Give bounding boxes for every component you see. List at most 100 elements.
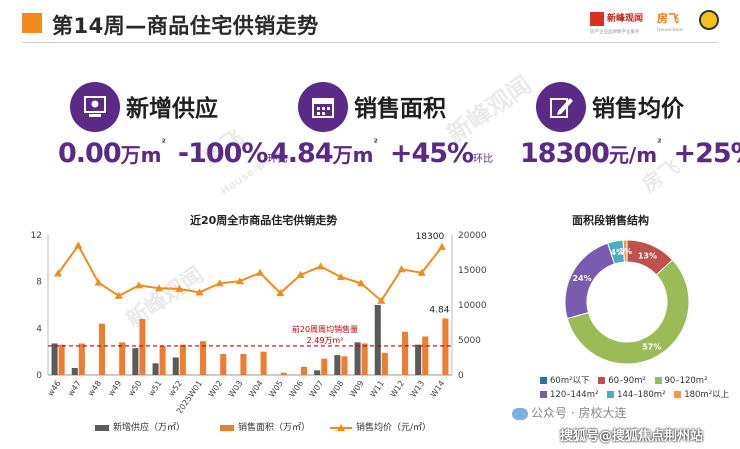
kpi-avg-price: 销售均价 18300元/m²+25%环比 <box>520 82 740 182</box>
donut-slice-label: 13% <box>638 251 657 260</box>
supply-bar <box>71 368 78 375</box>
legend-supply: 新增供应（万㎡） <box>95 420 185 433</box>
donut-slice-label: 24% <box>572 274 591 283</box>
kpi-sales-area: 销售面积 4.84万m² +45%环比 <box>270 82 498 182</box>
price-marker <box>134 281 143 289</box>
edit-icon <box>536 82 586 132</box>
donut-slice <box>622 239 628 263</box>
x-tick-label: W13 <box>409 379 427 399</box>
supply-bar <box>132 348 139 375</box>
legend-swatch <box>220 424 234 431</box>
kpi-value: 4.84 <box>270 138 334 169</box>
reference-line-value: 2.49万m² <box>307 336 344 345</box>
title-divider <box>22 42 718 43</box>
x-tick-label: W03 <box>227 379 245 399</box>
y-left-tick-label: 12 <box>31 231 42 241</box>
sales-area-bar <box>200 341 207 375</box>
kpi-value-line: 4.84万m² +45%环比 <box>270 138 493 169</box>
supply-bar <box>172 357 179 375</box>
calendar-icon <box>298 82 348 132</box>
pie-legend-item: 90–120m² <box>654 376 707 386</box>
price-marker <box>175 284 184 292</box>
y-right-tick-label: 0 <box>458 371 464 381</box>
pie-legend: 60m²以下 60–90m² 90–120m² 120–144m² 144–18… <box>540 374 730 402</box>
kpi-unit: 万m <box>120 143 162 167</box>
legend-price: 销售均价（元/㎡） <box>330 420 431 433</box>
supply-bar <box>152 363 159 375</box>
wechat-icon <box>512 407 528 420</box>
sales-area-bar <box>321 358 328 375</box>
y-left-tick-label: 0 <box>36 371 42 381</box>
donut-chart: 13% 57% 24% 4%1% <box>564 239 690 365</box>
bee-mascot-icon <box>699 10 719 30</box>
sales-area-bar <box>280 372 287 375</box>
pie-legend-item: 180m²以上 <box>674 388 729 400</box>
x-tick-label: W07 <box>308 379 326 399</box>
price-line <box>57 243 443 303</box>
x-tick-label: w49 <box>106 379 123 398</box>
sales-area-bar <box>422 336 429 375</box>
price-marker <box>114 291 123 299</box>
kpi-new-supply: 新增供应 0.00万m² -100%环比 <box>58 82 287 182</box>
price-marker <box>215 279 224 287</box>
price-marker <box>235 277 244 285</box>
y-left-tick-label: 4 <box>36 324 42 334</box>
pie-legend-item: 144–180m² <box>607 390 665 400</box>
y-right-tick-label: 5000 <box>458 336 481 346</box>
supply-bar <box>415 344 422 375</box>
x-tick-label: w47 <box>66 379 83 398</box>
x-tick-label: W12 <box>388 379 406 399</box>
price-marker <box>437 242 446 250</box>
price-marker <box>316 262 325 270</box>
kpi-unit: 元/m <box>608 143 658 167</box>
price-marker <box>397 265 406 273</box>
pie-chart-title: 面积段销售结构 <box>572 214 649 227</box>
x-tick-label: W04 <box>247 379 265 399</box>
pie-legend-item: 60–90m² <box>598 376 646 386</box>
supply-bar <box>51 343 58 375</box>
x-tick-label: W11 <box>368 379 386 399</box>
sales-area-bar <box>139 319 146 375</box>
logo-mark <box>590 12 604 26</box>
price-data-label: 18300 <box>416 232 445 242</box>
price-marker <box>195 288 204 296</box>
sales-area-bar <box>442 318 449 375</box>
sales-area-bar <box>260 351 267 375</box>
pie-legend-item: 120–144m² <box>540 390 598 400</box>
logo-subtitle: House-Book <box>657 28 684 33</box>
sales-area-bar <box>341 356 348 375</box>
price-marker <box>336 273 345 280</box>
kpi-label: 销售面积 <box>354 96 446 122</box>
kpi-unit: 万m <box>332 143 374 167</box>
price-marker <box>155 284 164 292</box>
sales-area-bar <box>159 345 166 375</box>
donut-slice-label: 1% <box>619 247 633 256</box>
logo-subtitle: 房产企业品牌数字化服务 <box>590 30 640 35</box>
kpi-change: +25% <box>673 138 740 169</box>
pie-legend-item: 60m²以下 <box>540 374 590 386</box>
area-data-label: 4.84 <box>429 306 449 316</box>
y-right-tick-label: 15000 <box>458 266 487 276</box>
combo-chart-title: 近20周全市商品住宅供销走势 <box>190 214 338 227</box>
combo-chart: 0 4 8 12 0 5000 10000 15000 20000 w46 w47 w48 w49 w50… <box>31 231 487 413</box>
x-tick-label: W09 <box>348 379 366 399</box>
sales-area-bar <box>58 344 65 375</box>
sales-area-bar <box>220 354 227 375</box>
sales-area-bar <box>381 352 388 375</box>
x-tick-label: w46 <box>46 379 63 398</box>
sales-area-bar <box>179 344 186 375</box>
kpi-label: 新增供应 <box>126 96 218 122</box>
legend-swatch <box>330 423 352 431</box>
kpi-value: 18300 <box>520 138 610 169</box>
price-marker <box>377 296 386 304</box>
x-tick-label: W02 <box>207 379 225 399</box>
sales-area-bar <box>361 343 368 375</box>
kpi-value-line: 0.00万m² -100%环比 <box>58 138 287 169</box>
header: 第14周—商品住宅供销走势 <box>0 0 740 48</box>
kpi-value: 0.00 <box>58 138 122 169</box>
sales-area-bar <box>402 331 409 375</box>
kpi-unit-sup: ² <box>161 138 166 149</box>
legend-swatch <box>95 424 109 431</box>
x-tick-label: w50 <box>127 379 144 398</box>
sales-area-bar <box>240 354 247 375</box>
